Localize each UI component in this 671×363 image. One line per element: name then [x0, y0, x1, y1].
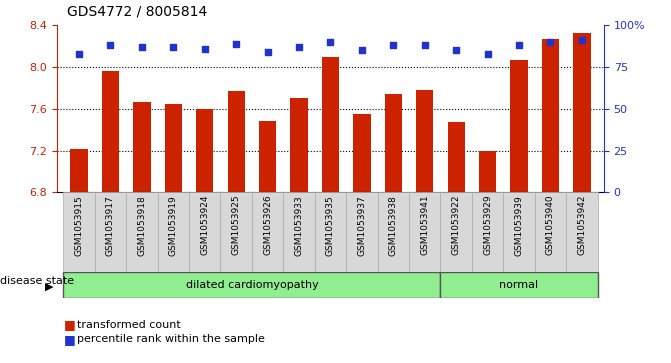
Text: GSM1053917: GSM1053917 — [106, 195, 115, 256]
Point — [262, 49, 273, 55]
Bar — [440, 272, 598, 298]
Point — [356, 48, 367, 53]
Bar — [63, 272, 440, 298]
Bar — [440, 192, 472, 272]
Bar — [353, 114, 370, 192]
Text: ▶: ▶ — [45, 282, 54, 292]
Bar — [102, 71, 119, 192]
Bar — [448, 122, 465, 192]
Bar — [378, 192, 409, 272]
Text: GSM1053933: GSM1053933 — [295, 195, 303, 256]
Bar — [503, 192, 535, 272]
Text: GSM1053938: GSM1053938 — [389, 195, 398, 256]
Bar — [283, 192, 315, 272]
Bar — [541, 39, 559, 192]
Text: GSM1053942: GSM1053942 — [578, 195, 586, 255]
Text: GSM1053941: GSM1053941 — [420, 195, 429, 256]
Bar — [384, 94, 402, 192]
Bar — [252, 192, 283, 272]
Bar — [126, 192, 158, 272]
Point — [514, 42, 525, 48]
Point — [482, 51, 493, 57]
Point — [451, 48, 462, 53]
Point — [105, 42, 116, 48]
Bar — [63, 192, 95, 272]
Text: GSM1053925: GSM1053925 — [231, 195, 241, 256]
Bar — [158, 192, 189, 272]
Point — [419, 42, 430, 48]
Bar — [322, 57, 339, 192]
Point — [199, 46, 210, 52]
Point — [388, 42, 399, 48]
Bar — [134, 102, 150, 192]
Bar — [70, 148, 88, 192]
Bar — [189, 192, 221, 272]
Text: GSM1053915: GSM1053915 — [74, 195, 83, 256]
Bar — [479, 151, 497, 192]
Point — [545, 39, 556, 45]
Text: ■: ■ — [64, 333, 76, 346]
Point — [294, 44, 305, 50]
Text: GSM1053918: GSM1053918 — [138, 195, 146, 256]
Bar — [196, 109, 213, 192]
Text: GSM1053922: GSM1053922 — [452, 195, 461, 255]
Text: GSM1053940: GSM1053940 — [546, 195, 555, 256]
Text: GSM1053935: GSM1053935 — [326, 195, 335, 256]
Point — [74, 51, 85, 57]
Bar — [95, 192, 126, 272]
Bar — [227, 91, 245, 192]
Bar — [472, 192, 503, 272]
Bar — [315, 192, 346, 272]
Bar — [566, 192, 598, 272]
Text: GSM1053919: GSM1053919 — [169, 195, 178, 256]
Text: disease state: disease state — [0, 276, 74, 286]
Bar — [511, 60, 527, 192]
Bar — [346, 192, 378, 272]
Text: GSM1053939: GSM1053939 — [515, 195, 523, 256]
Bar — [573, 33, 590, 192]
Text: GSM1053924: GSM1053924 — [200, 195, 209, 255]
Bar — [409, 192, 440, 272]
Bar — [221, 192, 252, 272]
Text: normal: normal — [499, 280, 539, 290]
Bar — [164, 104, 182, 192]
Text: dilated cardiomyopathy: dilated cardiomyopathy — [185, 280, 318, 290]
Bar — [291, 98, 308, 192]
Text: GDS4772 / 8005814: GDS4772 / 8005814 — [67, 4, 208, 18]
Text: GSM1053926: GSM1053926 — [263, 195, 272, 256]
Point — [168, 44, 178, 50]
Text: GSM1053929: GSM1053929 — [483, 195, 492, 256]
Point — [325, 39, 336, 45]
Point — [231, 41, 242, 47]
Bar — [535, 192, 566, 272]
Text: ■: ■ — [64, 318, 76, 331]
Bar — [259, 121, 276, 192]
Bar — [416, 90, 433, 192]
Point — [136, 44, 147, 50]
Text: GSM1053937: GSM1053937 — [358, 195, 366, 256]
Text: transformed count: transformed count — [77, 320, 181, 330]
Point — [576, 37, 587, 43]
Text: percentile rank within the sample: percentile rank within the sample — [77, 334, 265, 344]
